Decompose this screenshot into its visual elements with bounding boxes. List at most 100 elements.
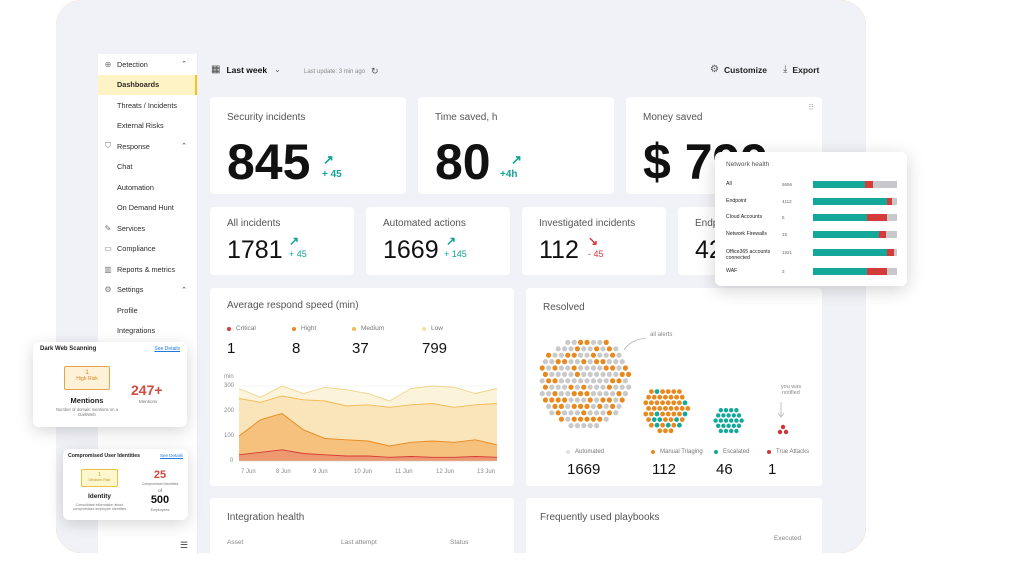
bubble <box>685 406 691 411</box>
bubble <box>674 417 679 422</box>
bubble <box>606 397 612 403</box>
bubble <box>613 371 619 377</box>
export-button[interactable]: ⤓ Export <box>783 64 819 75</box>
bubble <box>574 410 580 416</box>
bubble <box>654 389 660 394</box>
respond-speed-chart <box>238 385 498 462</box>
metric-description: Consolidate information about compromise… <box>72 503 127 511</box>
bubble <box>663 417 668 422</box>
bar-chart-icon: ▥ <box>104 264 112 274</box>
bubble <box>674 406 679 411</box>
resolved-label: Escalated <box>723 449 750 455</box>
sidebar-item-threats[interactable]: Threats / Incidents <box>98 95 197 116</box>
bubble <box>643 400 649 406</box>
bubble <box>736 423 742 428</box>
bubble <box>783 429 789 435</box>
sidebar-group-settings[interactable]: ⚙ Settings ⌃ <box>98 280 197 301</box>
legend-value: 799 <box>422 340 448 357</box>
bubble <box>597 352 603 358</box>
y-tick: 300 <box>224 383 235 389</box>
bubble <box>660 389 665 394</box>
bubble <box>657 394 663 400</box>
bubble <box>736 413 742 418</box>
bubble <box>590 416 596 422</box>
sidebar-item-services[interactable]: ✎ Services <box>98 218 197 239</box>
sidebar-item-hunt[interactable]: On Demand Hunt <box>98 198 197 219</box>
bubble <box>657 417 663 422</box>
sidebar-item-chat[interactable]: Chat <box>98 157 197 178</box>
bubble <box>723 408 729 413</box>
risk-count: 1 <box>98 472 101 478</box>
bubble <box>578 416 584 422</box>
bubble <box>600 371 606 377</box>
line-medium <box>238 395 498 408</box>
bubble <box>600 359 606 365</box>
bubble <box>546 352 552 358</box>
dark-web-scanning-card: Dark Web Scanning See Details 1 High Ris… <box>33 342 187 427</box>
sidebar-label: Threats / Incidents <box>117 100 178 110</box>
sidebar-item-reports[interactable]: ▥ Reports & metrics <box>98 259 197 280</box>
bubble <box>606 410 612 416</box>
arrow-down-icon: ↘ <box>588 234 599 248</box>
bubble <box>677 411 682 417</box>
bubble <box>565 365 571 371</box>
bubble <box>674 394 679 400</box>
bar-segment <box>813 198 887 205</box>
legend-value: 8 <box>292 340 301 357</box>
bubble <box>718 418 723 423</box>
bubble <box>568 371 574 377</box>
bubble <box>613 346 619 352</box>
bubble <box>613 397 619 403</box>
bar-segment <box>886 214 897 221</box>
card-title: Time saved, h <box>435 112 498 123</box>
x-tick: 11 Jun <box>395 469 413 475</box>
sidebar-item-external-risks[interactable]: External Risks <box>98 116 197 137</box>
bubble <box>613 384 619 390</box>
bubble <box>610 403 616 409</box>
sidebar-group-response[interactable]: ⛉ Response ⌃ <box>98 136 197 157</box>
bubble <box>587 423 593 429</box>
card-title: Resolved <box>543 302 585 313</box>
sidebar-label: Automation <box>117 182 154 192</box>
see-details-link[interactable]: See Details <box>154 346 180 352</box>
bubble <box>590 352 596 358</box>
stat-delta: - 45 <box>588 249 604 259</box>
bubble <box>600 397 606 403</box>
sidebar-group-detection[interactable]: ⊕ Detection ⌃ <box>98 54 197 75</box>
sidebar-item-integrations[interactable]: Integrations <box>98 321 197 342</box>
legend-label: Critical <box>236 325 256 332</box>
sidebar-item-profile[interactable]: Profile <box>98 300 197 321</box>
bubble <box>574 384 580 390</box>
bar-segment <box>813 268 867 275</box>
kpi-delta: + 45 <box>322 169 342 180</box>
bubble <box>716 413 721 418</box>
annotation-all-alerts: all alerts <box>650 332 673 338</box>
bubble <box>665 411 671 417</box>
sidebar-item-dashboards[interactable]: Dashboards <box>98 74 197 95</box>
menu-icon[interactable]: ☰ <box>180 540 189 550</box>
card-title: All incidents <box>227 218 281 229</box>
bubble <box>552 391 558 397</box>
sidebar-item-compliance[interactable]: ▭ Compliance <box>98 239 197 260</box>
bubble <box>590 339 596 345</box>
customize-button[interactable]: ⚙ Customize <box>710 64 767 75</box>
bar-segment <box>865 181 873 188</box>
see-details-link[interactable]: See Details <box>159 453 183 458</box>
bubble <box>619 359 625 365</box>
legend-value: 37 <box>352 340 369 357</box>
card-title: Compromised User Identities <box>68 453 141 459</box>
y-tick: 0 <box>230 458 234 464</box>
resolved-label-escalated: Escalated <box>714 449 749 455</box>
bar-segment <box>813 231 879 238</box>
playbooks-card: Frequently used playbooks Executed <box>526 498 822 558</box>
customize-label: Customize <box>723 64 767 75</box>
sidebar-item-automation[interactable]: Automation <box>98 177 197 198</box>
drag-handle-icon[interactable]: ⠿ <box>808 103 814 112</box>
respond-speed-card: Average respond speed (min) Critical Hig… <box>210 288 514 486</box>
refresh-icon[interactable]: ↻ <box>371 66 379 76</box>
compromised-label: Compromised identities <box>141 482 179 486</box>
period-selector[interactable]: ▦ Last week ⌄ <box>211 64 281 75</box>
bubble <box>603 378 609 384</box>
mentions-label: Mentions <box>139 399 158 404</box>
bar-segment <box>886 198 892 205</box>
